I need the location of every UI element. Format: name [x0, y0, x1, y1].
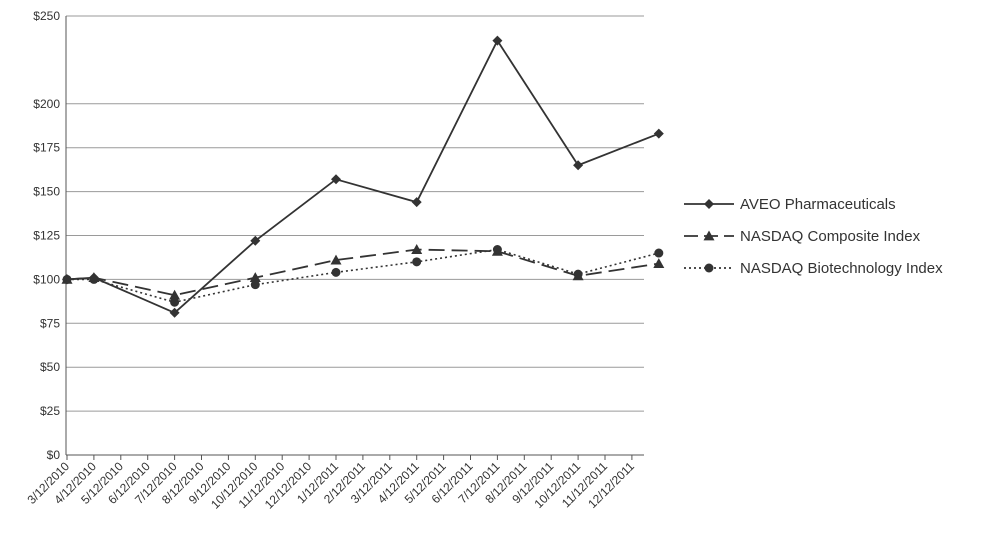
- data-point: [492, 245, 502, 255]
- data-point: [573, 160, 584, 171]
- y-tick-label: $150: [33, 185, 60, 199]
- data-point: [330, 254, 342, 265]
- data-point: [654, 248, 664, 258]
- y-tick-label: $200: [33, 97, 60, 111]
- x-axis-tick-labels: 3/12/20104/12/20105/12/20106/12/20107/12…: [24, 455, 637, 512]
- data-point: [250, 280, 260, 290]
- series-group: [61, 244, 665, 300]
- series-lines: [61, 35, 665, 318]
- series-line: [66, 38, 660, 314]
- y-axis-tick-labels: $0 $25 $50 $75 $100 $125 $150 $175 $200 $250: [33, 9, 60, 462]
- series-group: [62, 245, 664, 307]
- data-point: [250, 235, 261, 246]
- y-tick-label: $125: [33, 229, 60, 243]
- y-tick-label: $50: [40, 360, 60, 374]
- data-point: [411, 244, 423, 254]
- data-point: [331, 174, 341, 185]
- y-tick-label: $75: [40, 316, 60, 330]
- legend-entry: NASDAQ Biotechnology Index: [684, 260, 943, 277]
- y-tick-label: $100: [33, 272, 60, 286]
- y-tick-label: $25: [40, 404, 60, 418]
- data-point: [331, 267, 341, 277]
- legend-label: NASDAQ Biotechnology Index: [740, 260, 943, 277]
- data-point: [653, 258, 665, 268]
- data-point: [412, 257, 422, 267]
- y-tick-label: $250: [33, 9, 60, 23]
- data-point: [653, 128, 664, 139]
- y-tick-label: $175: [33, 141, 60, 155]
- data-point: [169, 289, 181, 300]
- series-line: [66, 248, 659, 297]
- legend: AVEO Pharmaceuticals NASDAQ Composite Ind…: [684, 196, 943, 277]
- legend-entry: AVEO Pharmaceuticals: [684, 196, 896, 213]
- axes: [65, 16, 644, 456]
- legend-label: AVEO Pharmaceuticals: [740, 196, 896, 213]
- legend-swatch-marker: [704, 263, 714, 273]
- legend-entry: NASDAQ Composite Index: [684, 228, 921, 245]
- legend-swatch-marker: [703, 230, 715, 241]
- data-point: [170, 297, 180, 307]
- data-point: [89, 274, 99, 284]
- data-point: [249, 272, 261, 283]
- gridlines: [66, 15, 644, 456]
- data-point: [573, 269, 583, 279]
- legend-label: NASDAQ Composite Index: [740, 228, 921, 245]
- y-tick-label: $0: [47, 448, 61, 462]
- data-point: [62, 274, 72, 284]
- series-group: [62, 35, 664, 318]
- data-point: [411, 197, 422, 208]
- data-point: [169, 307, 180, 318]
- data-point: [492, 35, 503, 46]
- legend-swatch-marker: [704, 199, 714, 209]
